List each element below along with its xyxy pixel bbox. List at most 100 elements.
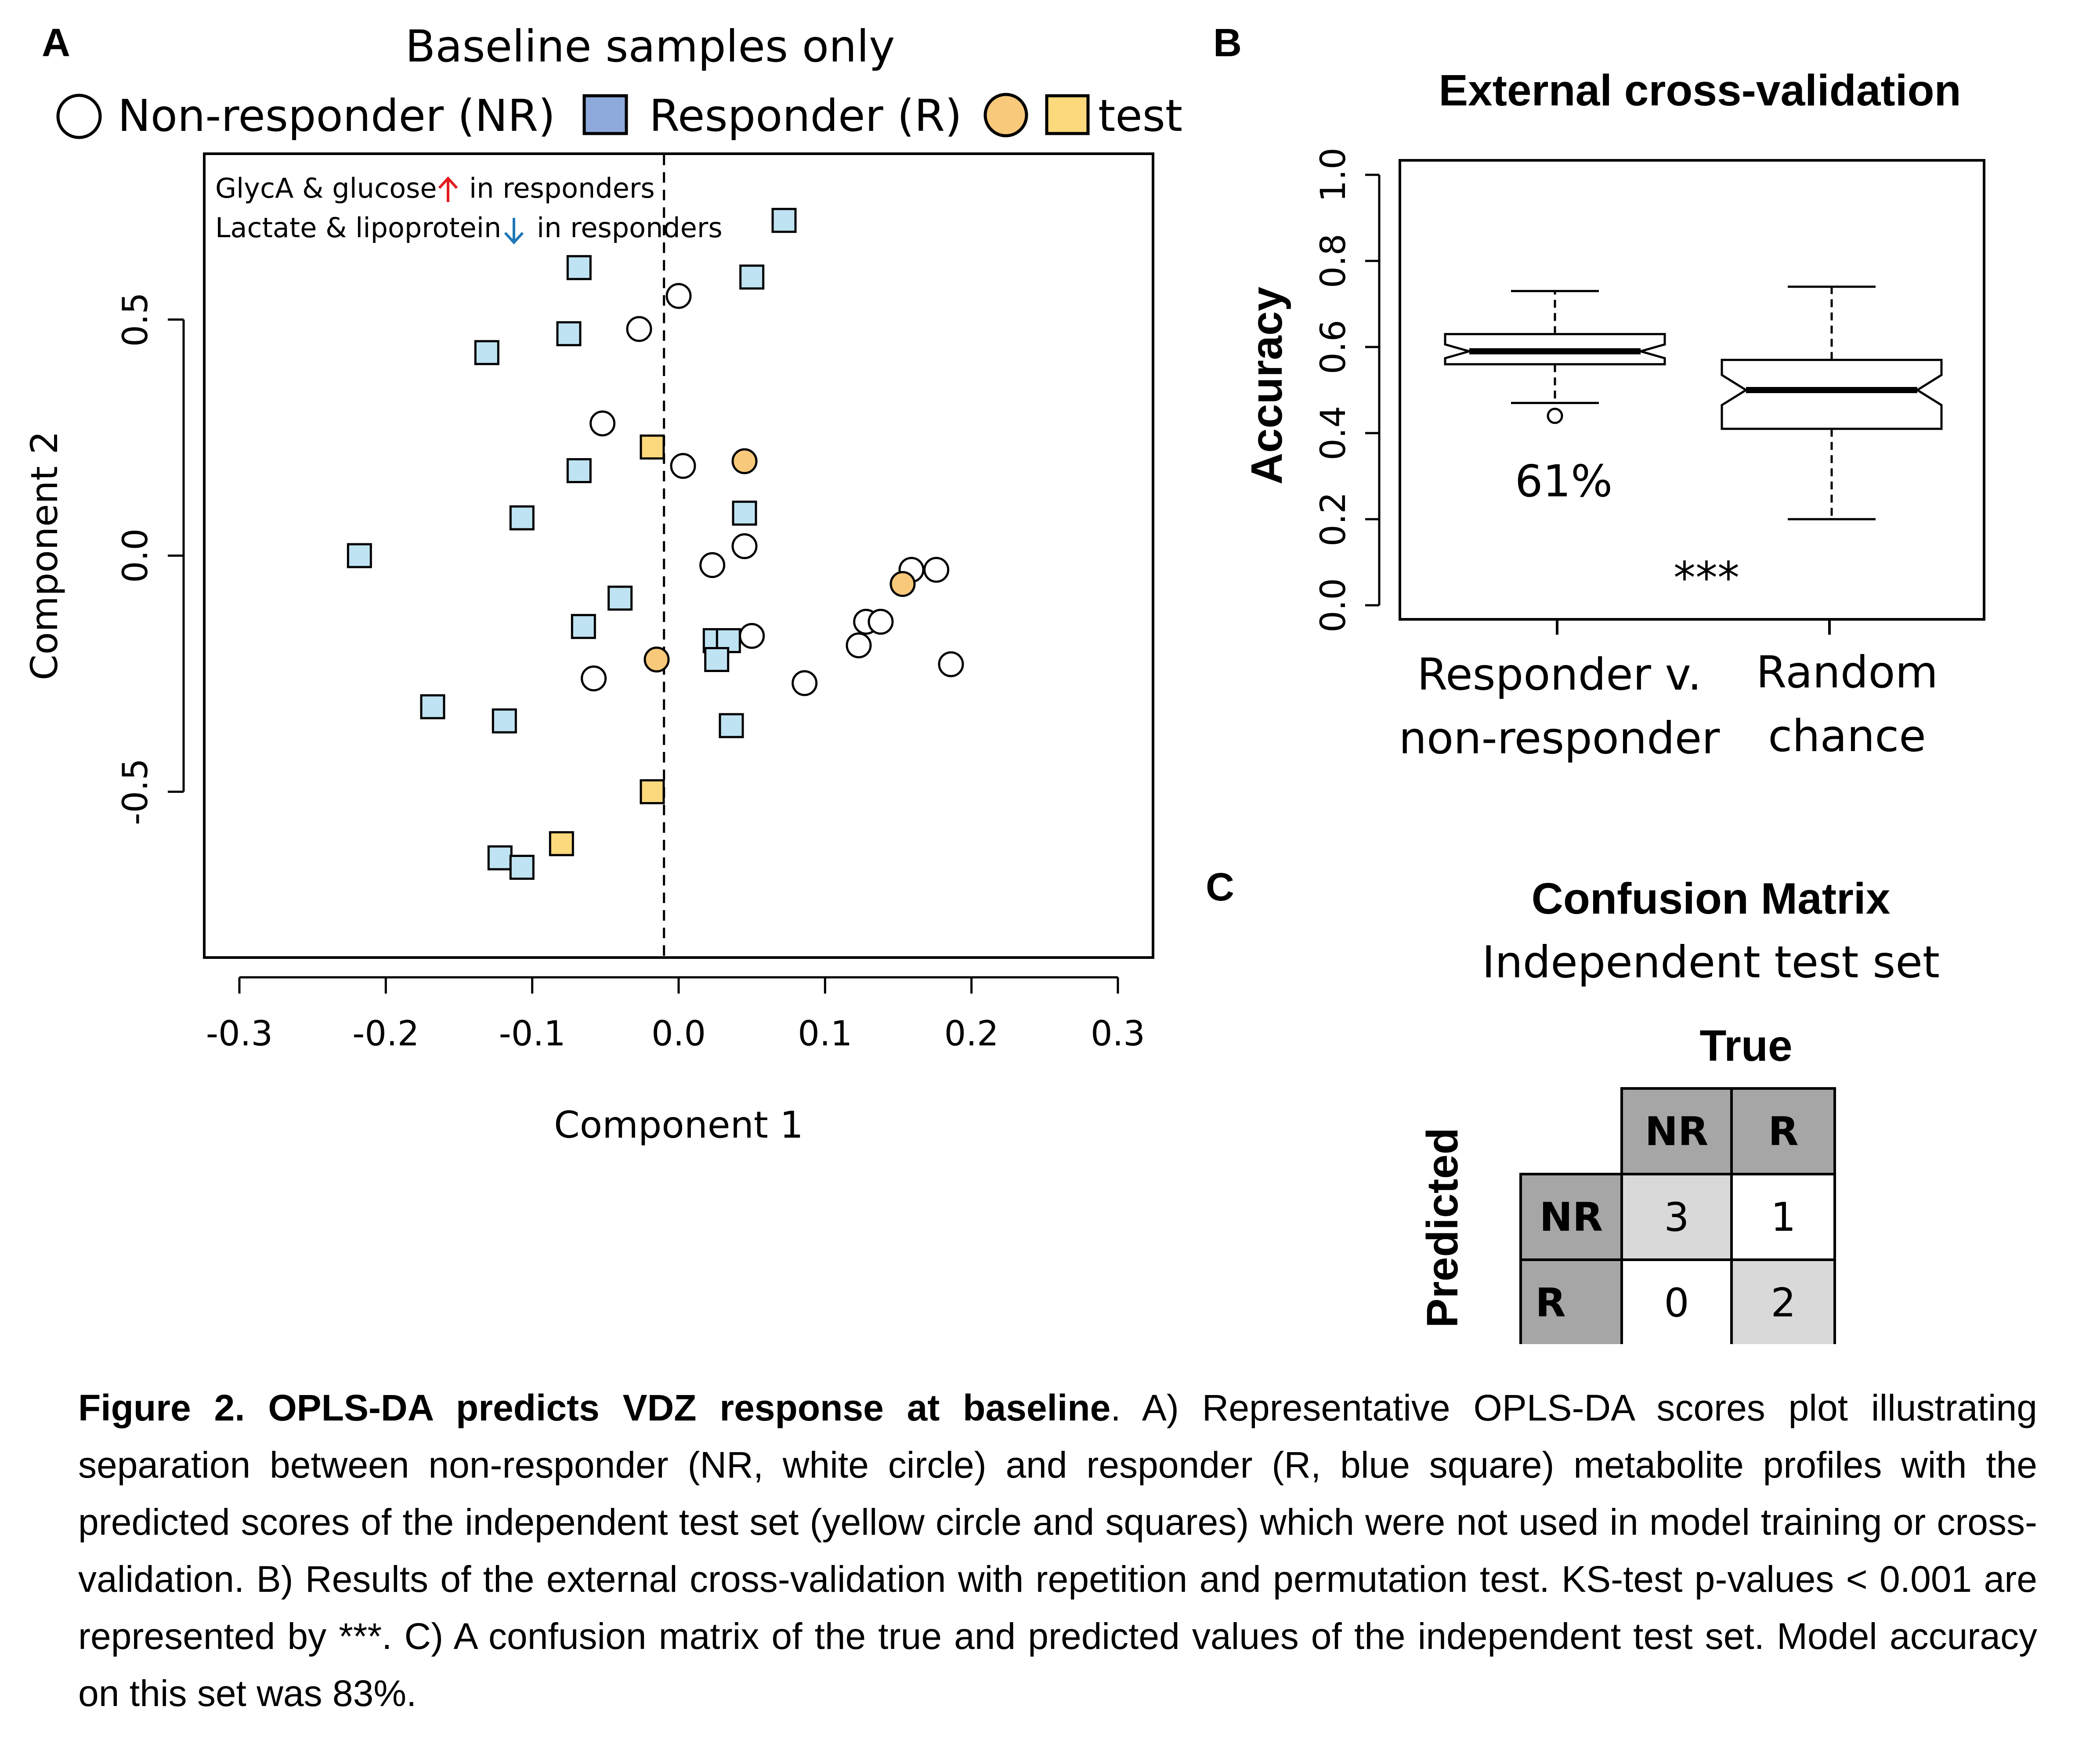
r-point — [732, 500, 757, 526]
scatter-x-tick-label: -0.2 — [352, 1014, 419, 1054]
scatter-y-tick-label: -0.5 — [116, 758, 155, 825]
legend-nr-marker — [56, 94, 102, 139]
r-point — [474, 340, 499, 365]
box-significance-label: *** — [1674, 552, 1739, 604]
row-header-cell — [1519, 1258, 1623, 1344]
scatter-x-tick-label: 0.0 — [651, 1014, 706, 1054]
box-y-tick-label: 1.0 — [1314, 148, 1353, 202]
legend-nr-label: Non-responder (NR) — [118, 90, 555, 141]
scatter-annotation: GlycA & glucose in responders Lactate & … — [215, 172, 723, 245]
r-point — [739, 264, 765, 290]
scatter-points — [347, 208, 964, 880]
box-y-tick-label: 0.2 — [1314, 492, 1353, 546]
r-point — [566, 458, 592, 483]
predicted-axis-label: Predicted — [1418, 1128, 1467, 1328]
legend-r-label: Responder (R) — [649, 90, 962, 141]
box-category-2-line-1: Random — [1756, 647, 1938, 698]
test-square-point — [549, 831, 574, 857]
box-1 — [1444, 290, 1666, 424]
box-x-axis: Responder v. non-responder Random chance — [1399, 619, 1938, 764]
scatter-x-tick-label: 0.1 — [798, 1014, 852, 1054]
test-square-point — [640, 434, 665, 460]
box-category-1-line-1: Responder v. — [1417, 649, 1702, 700]
test-square-point — [640, 779, 665, 804]
r-point — [509, 855, 535, 880]
box-2 — [1721, 286, 1943, 521]
confusion-matrix: NR R NR 3 1 R 0 2 — [1519, 1087, 1836, 1344]
r-point — [347, 543, 372, 568]
scatter-y-tick-label: 0.5 — [116, 292, 155, 347]
nr-point — [699, 552, 726, 578]
down-arrow-icon — [504, 218, 524, 245]
row-header-cell — [1519, 1173, 1623, 1261]
test-circle-point — [889, 571, 916, 597]
matrix-cell-value: 3 — [1664, 1194, 1689, 1240]
panel-c-subtitle: Independent test set — [1482, 936, 1940, 988]
annotation-line-1-pre: GlycA & glucose — [215, 172, 437, 204]
test-circle-point — [731, 448, 758, 474]
box-y-tick-label: 0.8 — [1314, 234, 1353, 288]
r-point — [719, 713, 744, 738]
r-point — [607, 586, 633, 611]
nr-point — [670, 453, 696, 479]
scatter-x-axis-label: Component 1 — [554, 1103, 803, 1146]
scatter-plot-area — [203, 152, 1154, 959]
legend-test-circle-marker — [983, 93, 1028, 137]
matrix-cell-diagonal — [1620, 1173, 1733, 1261]
annotation-line-2-pre: Lactate & lipoprotein — [215, 212, 501, 244]
nr-point — [792, 670, 818, 696]
col-header-nr: NR — [1645, 1109, 1709, 1155]
caption-bold: Figure 2. OPLS-DA predicts VDZ response … — [78, 1387, 1111, 1428]
r-point — [571, 614, 596, 639]
scatter-x-tick-label: -0.1 — [499, 1014, 566, 1054]
panel-c-title: Confusion Matrix — [1532, 874, 1891, 923]
nr-point — [731, 533, 758, 559]
nr-point — [589, 410, 616, 437]
box-body — [1721, 358, 1943, 430]
box-plot-area — [1399, 159, 1985, 621]
true-axis-label: True — [1699, 1021, 1792, 1070]
scatter-y-tick-label: 0.0 — [116, 528, 155, 583]
panel-c: C Confusion Matrix Independent test set … — [1206, 865, 1940, 1344]
panel-a: A Baseline samples only Non-responder (N… — [23, 21, 1182, 1146]
matrix-cell-diagonal — [1730, 1258, 1836, 1344]
panel-b-title: External cross-validation — [1439, 66, 1961, 115]
scatter-y-axis-label: Component 2 — [23, 431, 66, 680]
nr-point — [923, 557, 950, 583]
r-point — [556, 321, 582, 347]
up-arrow-icon — [438, 176, 458, 202]
panel-a-letter: A — [42, 21, 70, 65]
matrix-cell-value: 2 — [1771, 1280, 1796, 1326]
nr-point — [846, 632, 872, 658]
matrix-cell-value: 1 — [1771, 1194, 1796, 1240]
nr-point — [665, 283, 692, 309]
caption-text: . A) Representative OPLS-DA scores plot … — [78, 1387, 2037, 1714]
panel-b-letter: B — [1213, 21, 1242, 65]
panel-b: B External cross-validation Accuracy 0.0… — [1213, 21, 1985, 764]
box-y-tick-label: 0.0 — [1314, 578, 1353, 633]
r-point — [487, 845, 513, 871]
legend-test-label: test — [1098, 90, 1182, 141]
r-point — [566, 255, 592, 280]
nr-point — [626, 316, 652, 342]
scatter-x-tick-label: 0.3 — [1091, 1014, 1145, 1054]
annotation-line-2-post: in responders — [537, 212, 723, 244]
legend-test-square-marker — [1045, 94, 1090, 135]
matrix-cell-value: 0 — [1664, 1280, 1689, 1326]
box-y-tick-label: 0.6 — [1314, 320, 1353, 374]
nr-point — [739, 623, 765, 649]
box-category-2-line-2: chance — [1768, 710, 1926, 762]
panel-a-title: Baseline samples only — [405, 21, 895, 72]
row-header-r: R — [1535, 1280, 1565, 1326]
matrix-cell — [1730, 1173, 1836, 1261]
box-plots — [1444, 286, 1943, 521]
scatter-x-tick-label: -0.3 — [206, 1014, 273, 1054]
box-y-tick-label: 0.4 — [1314, 406, 1353, 460]
r-point — [509, 505, 535, 531]
col-header-r: R — [1768, 1109, 1798, 1155]
r-point — [771, 208, 797, 233]
r-point — [420, 694, 445, 719]
legend-r-marker — [582, 94, 628, 135]
figure-caption: Figure 2. OPLS-DA predicts VDZ response … — [78, 1379, 2037, 1722]
nr-point — [868, 609, 894, 635]
